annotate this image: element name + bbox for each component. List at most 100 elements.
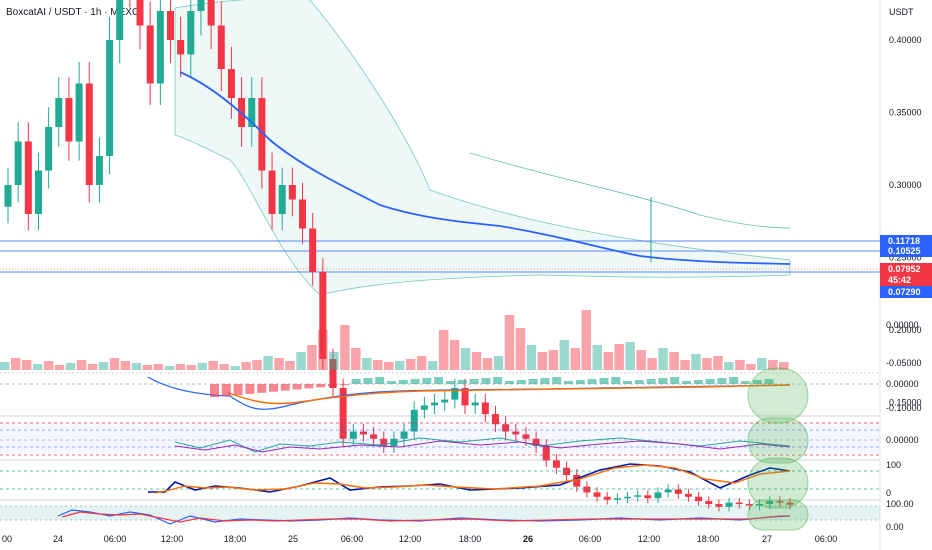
candle-body bbox=[502, 424, 510, 432]
osc3-tick-0: 100.00 bbox=[886, 499, 914, 509]
candle-body bbox=[563, 467, 571, 475]
candle-body bbox=[735, 502, 743, 505]
volume-bar bbox=[340, 325, 350, 370]
macd-hist-bar bbox=[269, 384, 278, 392]
macd-hist-bar bbox=[316, 384, 326, 388]
volume-bar bbox=[438, 330, 449, 370]
candle-body bbox=[197, 0, 205, 11]
candle-body bbox=[613, 498, 621, 500]
candle-body bbox=[644, 495, 652, 499]
price-tick-2: 0.30000 bbox=[889, 180, 922, 190]
osc3-tick-1: 0.00 bbox=[886, 522, 904, 532]
candle-body bbox=[95, 156, 103, 185]
volume-bar bbox=[581, 310, 591, 370]
time-tick-6: 06:00 bbox=[341, 534, 364, 544]
candle-body bbox=[359, 431, 367, 435]
macd-hist-bar bbox=[693, 380, 703, 384]
volume-bar bbox=[21, 360, 32, 370]
macd-tick-0: 0.00000 bbox=[886, 379, 919, 389]
volume-bar bbox=[131, 363, 142, 370]
candle-body bbox=[309, 228, 317, 272]
macd-hist-bar bbox=[481, 378, 491, 384]
macd-hist-bar bbox=[682, 381, 691, 384]
volume-bar bbox=[416, 356, 427, 370]
candle-body bbox=[278, 185, 286, 214]
candle-body bbox=[248, 98, 256, 127]
volume-bar bbox=[460, 348, 471, 370]
macd-pane bbox=[0, 376, 880, 410]
macd-hist-bar bbox=[575, 380, 585, 384]
candle-body bbox=[674, 489, 682, 494]
volume-bar bbox=[713, 356, 723, 370]
time-tick-11: 12:00 bbox=[638, 534, 661, 544]
macd-hist-bar bbox=[611, 377, 621, 384]
volume-tick-1: -0.05000 bbox=[886, 358, 922, 368]
macd-hist-bar bbox=[398, 380, 408, 384]
volume-bar bbox=[735, 360, 745, 370]
candle-body bbox=[624, 496, 632, 499]
volume-bar bbox=[32, 364, 43, 370]
macd-hist-bar bbox=[351, 379, 361, 384]
volume-bar bbox=[471, 352, 482, 370]
macd-hist-bar bbox=[233, 384, 243, 395]
macd-hist-bar bbox=[221, 384, 231, 397]
candle-body bbox=[177, 40, 185, 55]
time-tick-0: 00 bbox=[2, 534, 12, 544]
volume-bar bbox=[691, 354, 701, 370]
macd-hist-bar bbox=[493, 377, 503, 384]
oscillator-pane-2 bbox=[0, 463, 880, 494]
volume-tick-0: 0.00000 bbox=[886, 320, 919, 330]
stochastic-d-line bbox=[154, 464, 791, 494]
candle-body bbox=[24, 141, 32, 214]
time-tick-1: 24 bbox=[53, 534, 63, 544]
candle-body bbox=[522, 434, 530, 439]
candle-body bbox=[573, 475, 581, 487]
candle-body bbox=[370, 434, 378, 439]
volume-bar bbox=[142, 365, 153, 370]
volume-bar bbox=[427, 361, 438, 370]
volume-bar bbox=[153, 364, 164, 370]
candle-body bbox=[268, 170, 276, 214]
volume-bar bbox=[724, 362, 734, 370]
moving-average-line bbox=[179, 71, 791, 265]
candle-body bbox=[116, 0, 124, 40]
candle-body bbox=[187, 11, 195, 55]
candle-body bbox=[329, 359, 337, 388]
volume-bar bbox=[636, 350, 646, 370]
candle-body bbox=[491, 414, 499, 425]
macd-hist-bar bbox=[434, 377, 444, 384]
volume-bar bbox=[87, 364, 98, 370]
volume-bar bbox=[230, 366, 240, 370]
macd-histogram bbox=[0, 377, 880, 398]
candle-body bbox=[45, 127, 53, 171]
candle-body bbox=[684, 493, 692, 497]
price-label-box-4 bbox=[880, 286, 932, 298]
candle-body bbox=[380, 438, 388, 446]
macd-hist-bar bbox=[623, 381, 632, 384]
price-label-2: 0.07952 bbox=[888, 264, 921, 274]
candle-body bbox=[420, 405, 428, 410]
macd-hist-bar bbox=[328, 384, 337, 387]
volume-bar bbox=[318, 330, 328, 370]
volume-bar bbox=[65, 363, 76, 370]
price-tick-3: 0.25000 bbox=[889, 253, 922, 263]
volume-bar bbox=[647, 358, 657, 370]
volume-bar bbox=[395, 361, 405, 370]
volume-bar bbox=[384, 362, 394, 370]
volume-bar bbox=[669, 352, 679, 370]
candle-body bbox=[634, 495, 642, 497]
macd-hist-bar bbox=[552, 377, 562, 384]
time-tick-12: 18:00 bbox=[697, 534, 720, 544]
oscillator-1-line-b bbox=[174, 440, 791, 453]
volume-bar bbox=[197, 363, 207, 370]
volume-bar bbox=[186, 365, 196, 370]
candle-body bbox=[745, 504, 753, 506]
volume-bar bbox=[405, 359, 416, 370]
candle-body bbox=[461, 388, 469, 406]
currency-label: USDT bbox=[889, 7, 914, 17]
candle-body bbox=[583, 486, 591, 493]
macd-hist-bar bbox=[292, 384, 302, 390]
macd-hist-bar bbox=[210, 384, 219, 398]
volume-bar bbox=[702, 358, 712, 370]
